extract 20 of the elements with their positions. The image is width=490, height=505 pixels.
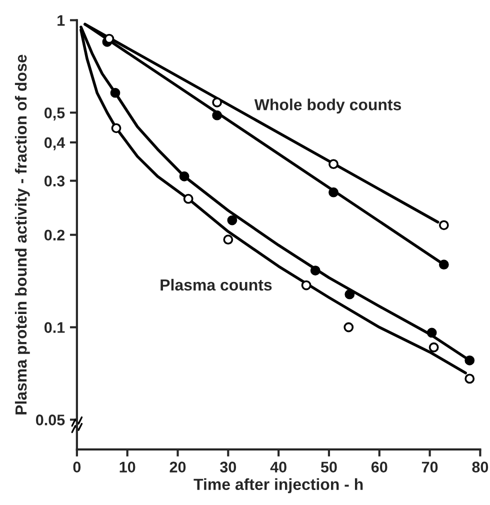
y-tick-label: 0.05	[36, 414, 65, 426]
y-tick-label: 0.2	[44, 230, 65, 241]
x-tick-label: 60	[371, 462, 388, 472]
y-tick-label: 0,5	[44, 108, 65, 121]
y-tick-label: 1	[58, 15, 65, 26]
x-tick-label: 10	[120, 462, 136, 472]
annotation: Whole body counts	[254, 98, 402, 114]
x-tick-label: 50	[320, 462, 337, 472]
x-tick-label: 0	[73, 462, 81, 472]
x-tick-label: 80	[472, 462, 488, 472]
y-tick-label: 0.3	[44, 176, 65, 186]
y-tick-label: 0.1	[44, 322, 65, 333]
y-tick-label: 0,4	[44, 137, 66, 150]
y-axis-title: Plasma protein bound activity - fraction of dose	[14, 54, 30, 414]
x-axis-title: Time after injection - h	[194, 478, 363, 494]
x-tick-label: 20	[170, 462, 186, 472]
annotation: Plasma counts	[160, 278, 272, 291]
x-tick-label: 40	[270, 462, 286, 472]
x-tick-label: 70	[422, 462, 438, 472]
x-tick-label: 30	[220, 462, 236, 472]
